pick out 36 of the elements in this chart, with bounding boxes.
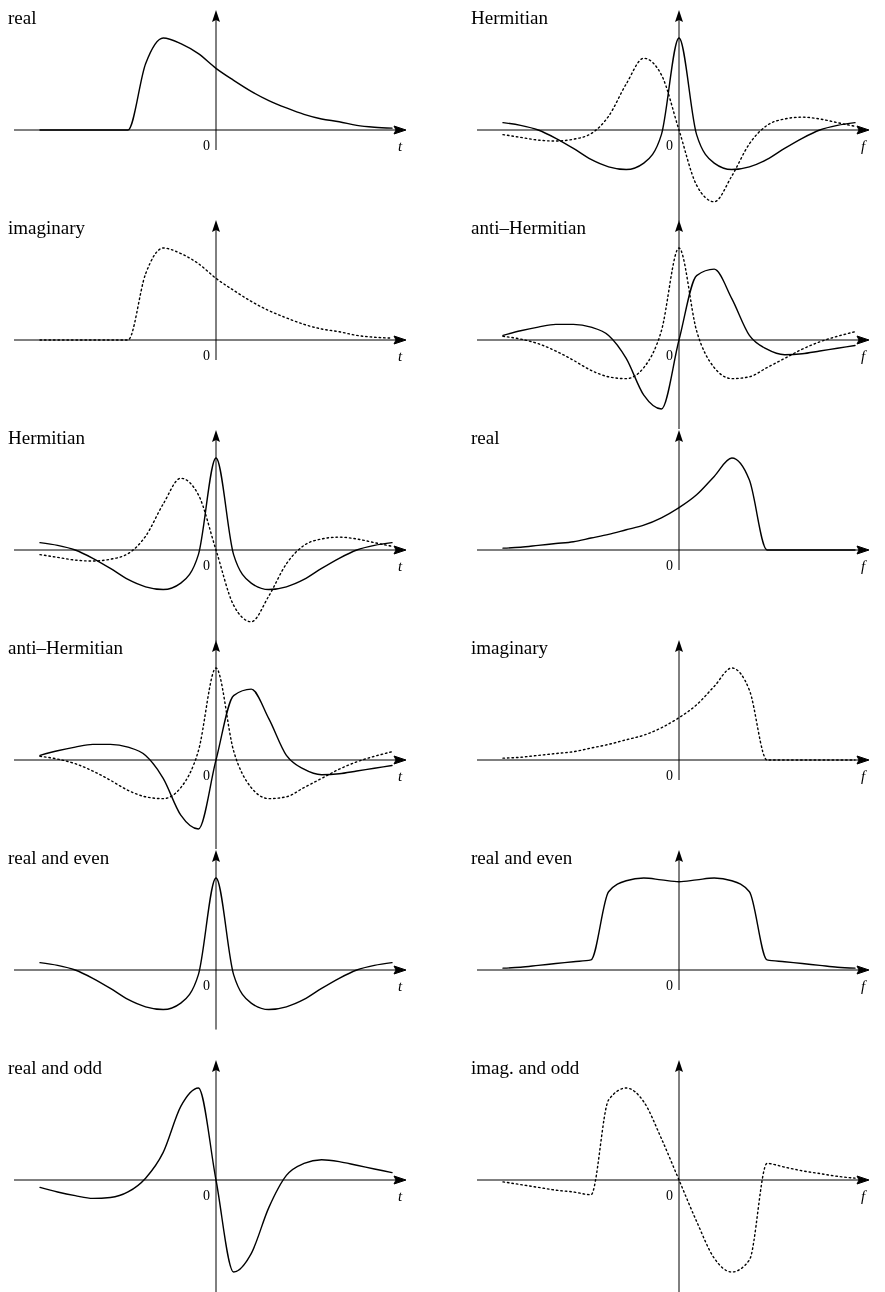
chart-title: imaginary (8, 217, 86, 238)
x-axis-title: f (861, 978, 867, 994)
chart-title: imaginary (471, 637, 549, 658)
annotation: 0 (203, 768, 210, 783)
text: 0 (203, 348, 210, 363)
x-axis-title: t (398, 138, 403, 154)
annotation: 0 (203, 558, 210, 573)
annotation: 0 (666, 1188, 673, 1203)
chart-title: real and odd (8, 1057, 103, 1078)
x-axis-title: f (861, 138, 867, 154)
x-axis-title: f (861, 1188, 867, 1204)
x-axis-title: f (861, 348, 867, 364)
chart-title: real and even (471, 847, 573, 868)
text: 0 (666, 768, 673, 783)
chart-title: real (8, 7, 37, 28)
annotation: 0 (666, 348, 673, 363)
chart-title: Hermitian (8, 427, 86, 448)
text: 0 (666, 978, 673, 993)
chart-title: Hermitian (471, 7, 549, 28)
chart-title: imag. and odd (471, 1057, 580, 1078)
x-axis-title: t (398, 978, 403, 994)
annotation: 0 (203, 1188, 210, 1203)
text: 0 (203, 138, 210, 153)
annotation: 0 (666, 138, 673, 153)
chart-title: real and even (8, 847, 110, 868)
x-axis-title: f (861, 558, 867, 574)
x-axis-title: t (398, 348, 403, 364)
x-axis-title: f (861, 768, 867, 784)
chart-title: anti–Hermitian (8, 637, 124, 658)
text: 0 (666, 558, 673, 573)
x-axis-title: t (398, 1188, 403, 1204)
x-axis-title: t (398, 558, 403, 574)
chart-title: anti–Hermitian (471, 217, 587, 238)
chart-title: real (471, 427, 500, 448)
x-axis-title: t (398, 768, 403, 784)
annotation: 0 (203, 978, 210, 993)
